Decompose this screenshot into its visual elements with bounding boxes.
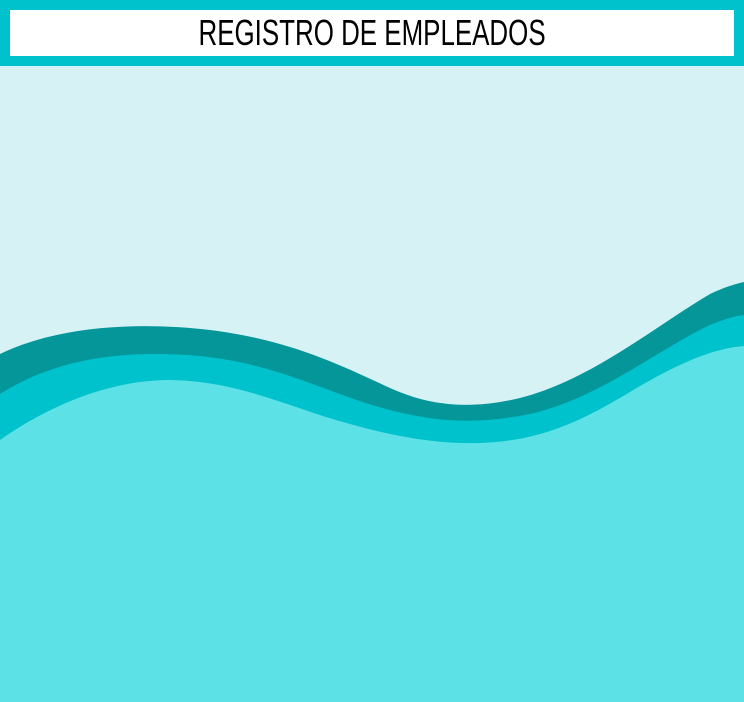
title-box: REGISTRO DE EMPLEADOS [10,10,734,56]
page-title: REGISTRO DE EMPLEADOS [198,12,546,53]
header-bar: REGISTRO DE EMPLEADOS [0,0,744,66]
wave-light-band [0,346,744,702]
